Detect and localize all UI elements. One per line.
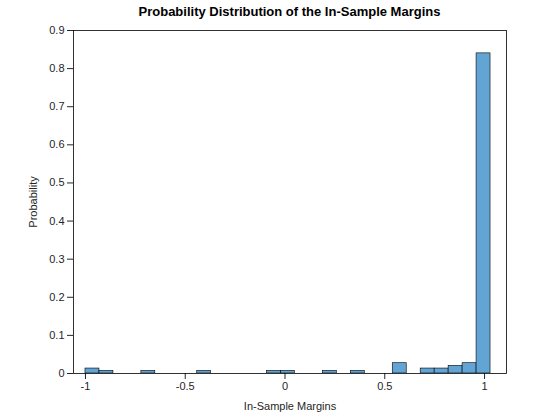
svg-text:Probability: Probability — [27, 176, 39, 228]
svg-text:0.4: 0.4 — [49, 215, 64, 227]
html-text:Probability Distribution of th: Probability Distribution of the In-Sampl… — [138, 4, 441, 19]
svg-text:0.2: 0.2 — [49, 291, 64, 303]
svg-text:1: 1 — [481, 380, 487, 392]
svg-text:0.6: 0.6 — [49, 138, 64, 150]
svg-text:0: 0 — [58, 367, 64, 379]
svg-text:0.1: 0.1 — [49, 329, 64, 341]
svg-text:0.9: 0.9 — [49, 24, 64, 36]
svg-text:0.5: 0.5 — [377, 380, 392, 392]
svg-text:-0.5: -0.5 — [176, 380, 195, 392]
svg-text:0.8: 0.8 — [49, 62, 64, 74]
svg-text:0.5: 0.5 — [49, 176, 64, 188]
svg-text:-1: -1 — [81, 380, 91, 392]
svg-text:In-Sample Margins: In-Sample Margins — [244, 400, 337, 412]
svg-text:0: 0 — [282, 380, 288, 392]
svg-text:0.7: 0.7 — [49, 100, 64, 112]
svg-text:0.3: 0.3 — [49, 253, 64, 265]
